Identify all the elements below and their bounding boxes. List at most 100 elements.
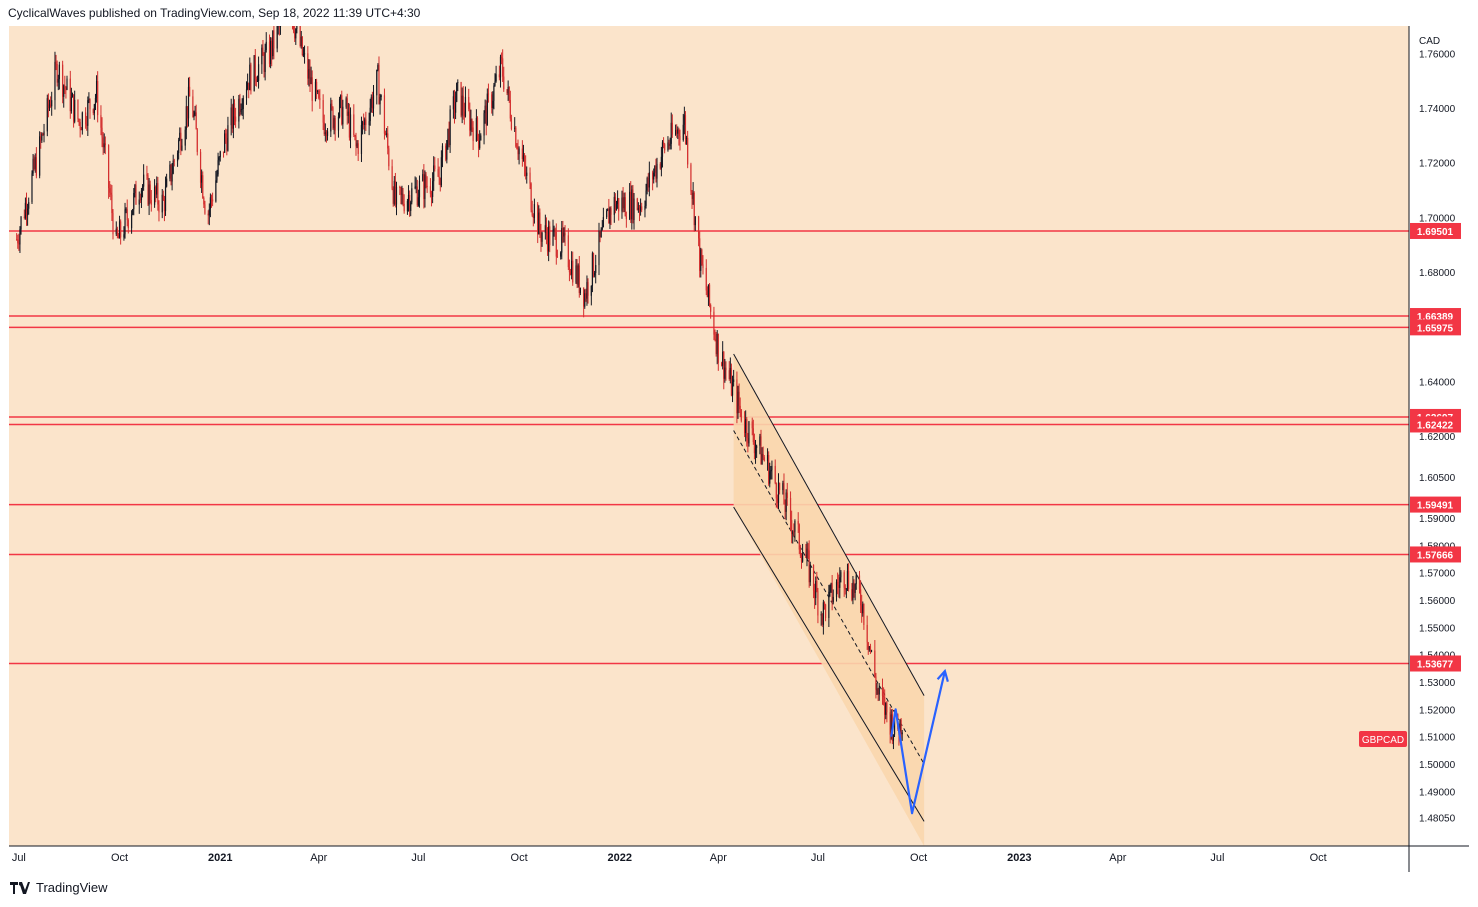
candle-body (184, 129, 186, 146)
y-tick-label: 1.50000 (1419, 760, 1456, 771)
x-tick-label: Jul (411, 852, 425, 864)
candle-body (876, 689, 878, 691)
candle-body (571, 260, 573, 275)
candle-body (568, 267, 571, 273)
candle-body (569, 272, 572, 275)
chart-area[interactable]: 1.76000 1.74000 1.72000 1.70000 1.68000 1.640… (9, 0, 1469, 872)
candle-body (245, 89, 248, 98)
candle-body (655, 166, 657, 179)
candle-body (618, 198, 620, 212)
candle-body (234, 116, 237, 122)
candle-body (860, 589, 862, 606)
candle-body (793, 531, 795, 533)
candle-body (553, 229, 555, 231)
level-label-bg (1410, 222, 1461, 239)
candle-body (125, 209, 127, 211)
candle-body (94, 98, 97, 105)
candle-body (529, 172, 531, 184)
candle-body (820, 614, 822, 616)
candle-body (578, 265, 580, 293)
candle-body (187, 86, 190, 119)
candle-body (429, 186, 432, 194)
candle-body (631, 189, 633, 220)
candle-body (77, 99, 79, 120)
candle-body (463, 111, 465, 117)
candle-body (300, 36, 302, 47)
candle-body (600, 229, 602, 237)
level-label: 1.62422 (1417, 420, 1454, 431)
candle-body (607, 208, 609, 211)
candle-body (204, 204, 206, 214)
candle-body (586, 282, 588, 299)
candle-body (682, 124, 684, 140)
candle-body (378, 65, 380, 105)
candle-body (590, 285, 592, 296)
candle-body (355, 136, 357, 147)
candle-body (253, 55, 255, 92)
candle-body (166, 178, 168, 187)
candle-body (79, 122, 81, 129)
candle-body (713, 311, 715, 335)
candle-body (608, 208, 610, 224)
candle-body (180, 132, 182, 151)
candle-body (633, 198, 635, 220)
candle-body (20, 216, 22, 230)
candle-body (263, 55, 265, 72)
candle-body (331, 103, 333, 108)
candle-body (141, 186, 144, 191)
candle-body (101, 127, 103, 138)
candle-body (194, 112, 196, 115)
candle-body (261, 47, 263, 65)
candle-body (361, 122, 364, 126)
y-tick-label: 1.51000 (1419, 733, 1456, 744)
candle-body (629, 191, 631, 220)
candle-body (614, 196, 617, 211)
candle-body (43, 131, 45, 136)
candle-body (422, 174, 424, 181)
candle-body (34, 157, 36, 169)
candle-body (630, 191, 632, 220)
channel-lower-line (733, 506, 925, 822)
candle-body (117, 236, 120, 239)
candle-body (900, 719, 902, 735)
candle-body (785, 492, 787, 512)
candle-body (775, 483, 777, 499)
candle-body (186, 106, 189, 119)
candle-body (784, 504, 786, 512)
publisher-header: CyclicalWaves published on TradingView.c… (8, 6, 421, 20)
currency-label: CAD (1419, 36, 1440, 47)
candle-body (831, 583, 833, 603)
candle-body (370, 97, 372, 108)
candle-body (692, 192, 694, 199)
candle-body (163, 200, 166, 212)
candle-body (353, 114, 355, 135)
candle-body (409, 195, 411, 211)
candle-body (227, 125, 229, 151)
candle-body (80, 128, 82, 131)
candle-body (65, 87, 67, 90)
candle-body (126, 209, 128, 221)
candle-body (454, 101, 457, 113)
candle-body (809, 564, 811, 583)
candle-body (745, 419, 747, 433)
candle-body (393, 180, 395, 204)
candle-body (538, 212, 540, 235)
candle-body (139, 199, 141, 201)
candle-body (270, 40, 272, 64)
candle-body (445, 145, 447, 160)
candle-body (763, 457, 765, 461)
candle-body (264, 50, 266, 72)
candle-body (715, 338, 717, 355)
symbol-label: GBPCAD (1362, 735, 1404, 746)
candle-body (85, 112, 87, 125)
chart-svg[interactable]: 1.76000 1.74000 1.72000 1.70000 1.68000 1.640… (9, 0, 1469, 872)
candle-body (438, 176, 440, 178)
level-label-bg (1410, 546, 1461, 563)
candle-body (209, 197, 212, 210)
candle-body (714, 334, 716, 339)
candle-body (172, 160, 174, 174)
level-label: 1.69501 (1417, 227, 1454, 238)
candle-body (441, 145, 444, 158)
candle-body (669, 143, 671, 146)
candle-body (179, 132, 181, 141)
